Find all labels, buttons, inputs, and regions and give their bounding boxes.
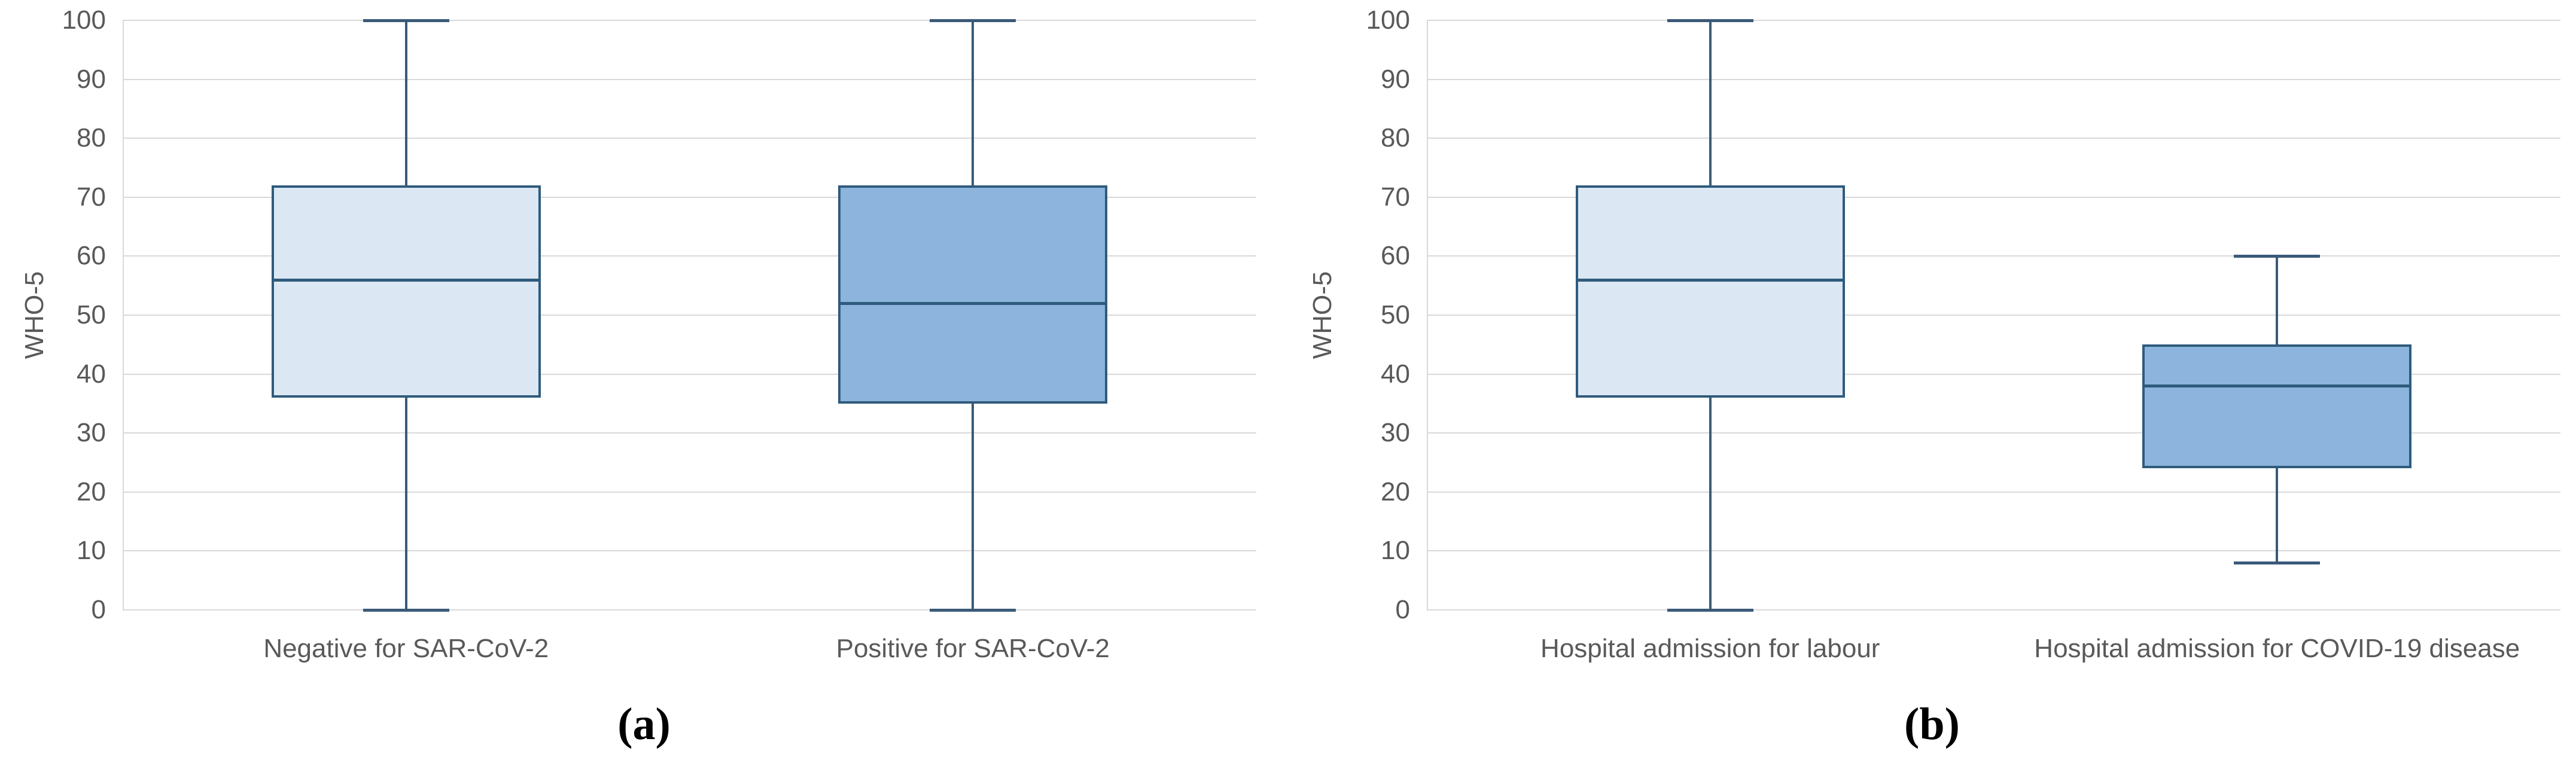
x-category-label: Hospital admission for labour — [1540, 634, 1880, 663]
median-line — [273, 278, 538, 282]
y-tick-label: 60 — [1381, 241, 1410, 271]
y-tick-label: 40 — [1381, 359, 1410, 389]
whisker-cap-bottom — [2234, 561, 2321, 565]
gridline — [123, 609, 1256, 611]
whisker-cap-bottom — [930, 609, 1016, 612]
y-tick-label: 30 — [1381, 418, 1410, 448]
gridline — [123, 550, 1256, 552]
whisker-cap-top — [930, 19, 1016, 22]
y-tick-label: 70 — [77, 182, 106, 212]
whisker-cap-top — [1667, 19, 1753, 22]
x-category-label: Hospital admission for COVID-19 disease — [2034, 634, 2520, 663]
chart-panel-a: WHO-5 0 10 20 30 40 50 60 70 80 90 100 Negative fo… — [20, 5, 1256, 749]
box — [2142, 344, 2412, 469]
plot-area — [123, 20, 1256, 611]
y-tick-label: 10 — [77, 536, 106, 566]
gridline — [1427, 315, 2560, 316]
gridline — [123, 491, 1256, 493]
gridline — [123, 432, 1256, 434]
y-tick-label: 10 — [1381, 536, 1410, 566]
panel-caption: (b) — [1904, 699, 1960, 749]
gridline — [1427, 432, 2560, 434]
chart-panel-b: WHO-5 0 10 20 30 40 50 60 70 80 90 100 Hospital ad… — [1288, 0, 2576, 763]
box — [1575, 185, 1845, 398]
panel-caption: (a) — [617, 699, 671, 749]
y-tick-label: 0 — [91, 595, 106, 624]
gridline — [1427, 491, 2560, 493]
y-tick-label: 90 — [1381, 64, 1410, 94]
y-tick-label: 90 — [77, 64, 106, 94]
gridline — [123, 373, 1256, 375]
whisker-cap-bottom — [1667, 609, 1753, 612]
y-tick-label: 20 — [77, 477, 106, 506]
median-line — [1578, 278, 1843, 282]
y-tick-label: 60 — [77, 241, 106, 271]
median-line — [2145, 384, 2410, 388]
gridline — [1427, 138, 2560, 139]
gridline — [123, 196, 1256, 198]
gridline — [1427, 196, 2560, 198]
gridline — [1427, 373, 2560, 375]
y-tick-label: 100 — [1366, 5, 1410, 35]
y-tick-label: 100 — [62, 5, 106, 35]
whisker-cap-bottom — [363, 609, 449, 612]
gridline — [123, 255, 1256, 257]
y-tick-label: 20 — [1381, 477, 1410, 506]
y-tick-label: 40 — [77, 359, 106, 389]
x-category-label: Negative for SAR-CoV-2 — [263, 634, 549, 663]
box — [838, 185, 1108, 404]
whisker-cap-top — [2234, 255, 2321, 258]
gridline — [1427, 255, 2560, 257]
gridline — [123, 20, 1256, 21]
y-tick-label: 70 — [1381, 182, 1410, 212]
y-tick-label: 0 — [1395, 595, 1410, 624]
gridline — [1427, 609, 2560, 611]
gridline — [1427, 550, 2560, 552]
gridline — [1427, 78, 2560, 80]
gridline — [123, 315, 1256, 316]
box — [271, 185, 541, 398]
y-tick-label: 50 — [1381, 300, 1410, 329]
y-tick-label: 30 — [77, 418, 106, 448]
plot-area — [1427, 20, 2560, 611]
y-tick-label: 50 — [77, 300, 106, 329]
median-line — [841, 302, 1106, 306]
x-category-label: Positive for SAR-CoV-2 — [836, 634, 1110, 663]
y-tick-label: 80 — [1381, 123, 1410, 153]
gridline — [123, 78, 1256, 80]
y-tick-label: 80 — [77, 123, 106, 153]
whisker-cap-top — [363, 19, 449, 22]
gridline — [123, 138, 1256, 139]
gridline — [1427, 20, 2560, 21]
